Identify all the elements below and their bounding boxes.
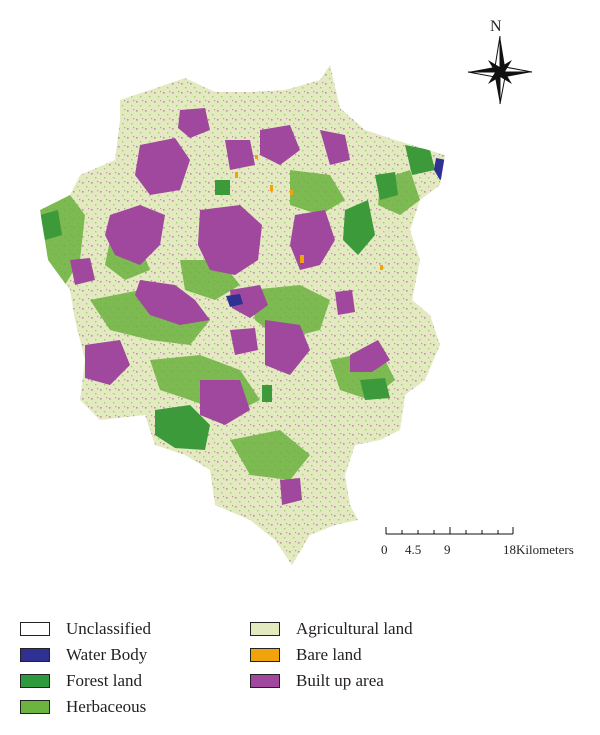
legend-swatch-bare-land	[250, 648, 280, 662]
legend-swatch-agricultural-land	[250, 622, 280, 636]
north-arrow-icon	[467, 35, 533, 105]
map-legend: Unclassified Water Body Forest land Herb…	[0, 618, 600, 728]
legend-swatch-herbaceous	[20, 700, 50, 714]
map-canvas	[40, 35, 533, 565]
legend-label-unclassified: Unclassified	[66, 619, 151, 638]
north-label: N	[490, 18, 502, 35]
legend-swatch-forest-land	[20, 674, 50, 688]
legend-label-forest-land: Forest land	[66, 671, 143, 690]
legend-item-agricultural-land: Agricultural land	[250, 618, 413, 640]
scale-tick-1: 4.5	[405, 542, 422, 557]
scale-tick-3: 18Kilometers	[503, 542, 574, 557]
legend-item-unclassified: Unclassified	[20, 618, 151, 640]
legend-item-built-up-area: Built up area	[250, 670, 384, 692]
scale-bar	[385, 527, 514, 535]
legend-item-water-body: Water Body	[20, 644, 147, 666]
land-use-map: N 0 4.5 9 18Kilometers	[40, 18, 574, 565]
built-up-areas	[70, 108, 390, 505]
legend-label-built-up-area: Built up area	[296, 671, 384, 690]
legend-label-water-body: Water Body	[66, 645, 148, 664]
legend-item-bare-land: Bare land	[250, 644, 362, 666]
forest-land-areas	[40, 145, 435, 450]
legend-label-bare-land: Bare land	[296, 645, 362, 664]
legend-swatch-water-body	[20, 648, 50, 662]
legend-label-herbaceous: Herbaceous	[66, 697, 147, 716]
scale-tick-2: 9	[444, 542, 451, 557]
scale-tick-0: 0	[381, 542, 388, 557]
bare-land-areas	[235, 155, 383, 270]
legend-item-herbaceous: Herbaceous	[20, 696, 146, 718]
legend-item-forest-land: Forest land	[20, 670, 142, 692]
legend-label-agricultural-land: Agricultural land	[296, 619, 413, 638]
legend-swatch-unclassified	[20, 622, 50, 636]
legend-swatch-built-up-area	[250, 674, 280, 688]
